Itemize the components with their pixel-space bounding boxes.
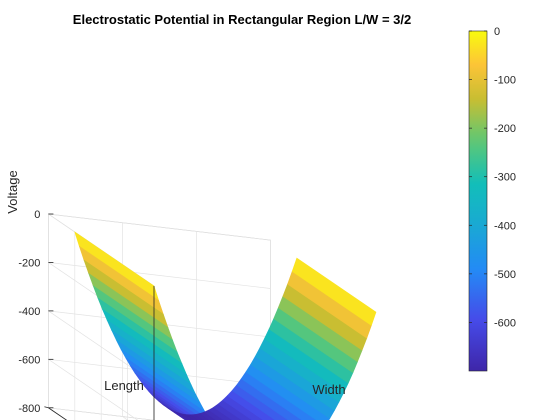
colorbar-tick-label: -100 bbox=[494, 75, 516, 87]
gridline-x bbox=[196, 231, 197, 420]
z-tick-label: -200 bbox=[18, 257, 40, 269]
chart-title: Electrostatic Potential in Rectangular R… bbox=[73, 12, 411, 27]
y-tick-mark bbox=[44, 406, 49, 409]
z-tick-label: 0 bbox=[34, 209, 40, 221]
x-axis-label: Width bbox=[312, 382, 345, 397]
colorbar bbox=[468, 30, 488, 372]
colorbar-ticks: 0 -100 -200 -300 -400 -500 -600 bbox=[469, 26, 516, 329]
colorbar-tick-label: 0 bbox=[494, 26, 500, 38]
z-axis-label: Voltage bbox=[5, 170, 20, 213]
gridline-y bbox=[100, 250, 102, 420]
z-tick-label: -800 bbox=[18, 403, 40, 415]
surface-strip bbox=[291, 257, 377, 326]
y-ticks: 020406080 bbox=[44, 406, 49, 409]
z-tick-label: -600 bbox=[18, 354, 40, 366]
colorbar-tick-label: -600 bbox=[494, 317, 516, 329]
y-axis-label: Length bbox=[104, 378, 144, 393]
z-ticks: 0 -200 -400 -600 -800 bbox=[18, 209, 54, 415]
colorbar-tick-label: -200 bbox=[494, 123, 516, 135]
z-tick-label: -400 bbox=[18, 306, 40, 318]
gridline-x bbox=[270, 240, 271, 420]
colorbar-tick-label: -300 bbox=[494, 172, 516, 184]
surface-plot bbox=[74, 231, 377, 420]
gridline-y bbox=[74, 232, 76, 420]
colorbar-tick-label: -400 bbox=[494, 220, 516, 232]
colorbar-tick-label: -500 bbox=[494, 269, 516, 281]
